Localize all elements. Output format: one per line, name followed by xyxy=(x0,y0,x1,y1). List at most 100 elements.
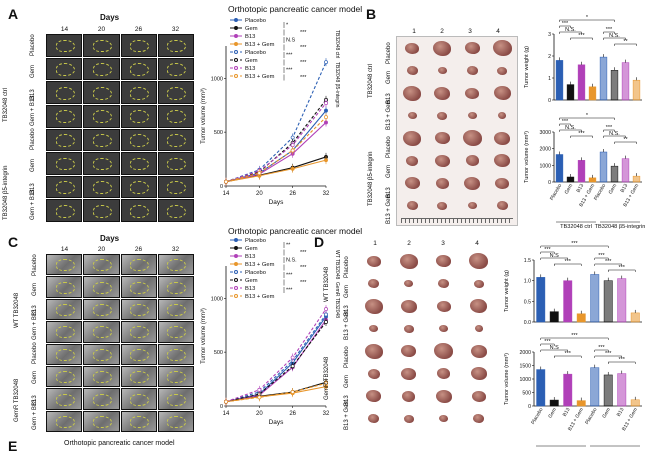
significance-label: *** xyxy=(605,351,612,357)
ultrasound-image xyxy=(83,321,120,343)
data-point xyxy=(290,148,295,153)
x-tick-label: 14 xyxy=(223,411,230,417)
x-tick-label: Placebo xyxy=(549,183,563,202)
tumor-specimen xyxy=(367,256,381,267)
legend-label: B13 + Gem xyxy=(245,42,275,48)
bar xyxy=(603,374,613,407)
legend-label: B13 xyxy=(245,66,255,72)
ultrasound-image xyxy=(120,175,157,199)
ultrasound-image xyxy=(46,81,83,104)
y-tick-label: 0 xyxy=(220,404,223,410)
data-point xyxy=(290,135,295,140)
day-col: 32 xyxy=(171,246,180,253)
data-point xyxy=(324,115,328,120)
legend-marker xyxy=(234,278,238,282)
significance-label: N.S xyxy=(550,345,560,351)
tumor-specimen xyxy=(400,254,418,269)
ultrasound-image xyxy=(83,343,120,365)
legend-label: Gem xyxy=(245,246,258,252)
bar xyxy=(563,373,573,407)
significance-label: *** xyxy=(544,339,551,345)
y-tick-label: 0.0 xyxy=(524,320,531,326)
tumor-specimen xyxy=(365,344,383,359)
ruler xyxy=(401,218,513,223)
y-tick-label: 1 xyxy=(548,76,551,82)
tumor-specimen xyxy=(469,253,488,269)
panel-c-days-header: Days xyxy=(100,234,120,243)
sig-bracket xyxy=(594,257,609,260)
bar xyxy=(617,278,627,323)
data-point xyxy=(257,395,262,400)
panel-a-day-columns: 14 20 26 32 xyxy=(46,26,194,33)
day-col: 14 xyxy=(60,246,69,253)
sig-bracket xyxy=(603,31,615,34)
sig-bracket xyxy=(603,129,615,132)
significance-label: * xyxy=(586,15,589,21)
ultrasound-image xyxy=(157,410,194,432)
series-line xyxy=(225,102,327,183)
significance-label: *** xyxy=(286,68,293,74)
significance-label: ** xyxy=(623,137,628,143)
ultrasound-image xyxy=(120,298,157,321)
ultrasound-image xyxy=(120,365,157,388)
legend-marker xyxy=(234,66,238,70)
bar xyxy=(549,399,559,407)
tumor-specimen xyxy=(404,280,413,287)
significance-label: *** xyxy=(286,53,293,59)
data-point xyxy=(224,399,228,404)
treatment-label: Gem xyxy=(344,374,350,388)
ultrasound-image xyxy=(157,34,194,57)
x-tick-label: 26 xyxy=(289,411,296,417)
bar xyxy=(632,175,641,183)
day-col: 20 xyxy=(97,246,106,253)
y-tick-label: 3 xyxy=(548,32,551,38)
bar xyxy=(610,70,619,101)
y-axis-label: Tumor volume (mm³) xyxy=(201,308,207,364)
tumor-specimen xyxy=(434,87,450,100)
significance-label: N.S xyxy=(286,38,296,44)
sig-bracket xyxy=(594,355,622,358)
tumor-specimen xyxy=(468,112,477,119)
legend-group-label: WT TB32048 xyxy=(334,250,340,279)
sig-bracket xyxy=(608,269,636,272)
panel-d-row-labels: WT TB32048 GemR TB32048 Placebo Gem B13 … xyxy=(322,250,356,430)
legend-marker xyxy=(234,286,238,290)
ultrasound-image xyxy=(46,298,83,321)
tumor-specimen xyxy=(401,368,416,380)
tumor-specimen xyxy=(407,201,418,210)
significance-label: *** xyxy=(598,253,605,259)
legend-label: Placebo xyxy=(245,270,266,276)
ultrasound-image xyxy=(157,57,194,81)
ultrasound-image xyxy=(83,388,120,410)
significance-label: ** xyxy=(286,243,291,249)
data-point xyxy=(324,101,328,106)
panel-d-label: D xyxy=(314,234,325,250)
data-point xyxy=(290,364,295,369)
ultrasound-image xyxy=(157,81,194,104)
ultrasound-image xyxy=(157,298,194,321)
tumor-specimen xyxy=(406,156,418,166)
ultrasound-image xyxy=(46,388,83,410)
legend-label: Gem xyxy=(245,278,258,284)
y-tick-label: 500 xyxy=(214,350,223,356)
significance-label: ** xyxy=(623,39,628,45)
legend-marker xyxy=(234,34,238,38)
significance-label: *** xyxy=(565,259,572,265)
treatment-label: B13 + Gem xyxy=(344,399,350,430)
tumor-specimen xyxy=(437,301,451,312)
day-col: 32 xyxy=(171,26,180,33)
legend-group-label: GemR TB32048 xyxy=(334,282,340,318)
tumor-specimen xyxy=(497,67,507,75)
tumor-specimen xyxy=(468,202,477,209)
legend-marker xyxy=(234,294,238,298)
series-line xyxy=(225,321,327,403)
tumor-specimen xyxy=(465,42,480,54)
panel-c-title: Orthotopic pancreatic cancer model xyxy=(228,226,363,236)
tumor-specimen xyxy=(435,132,450,144)
bar xyxy=(566,176,575,183)
ultrasound-image xyxy=(83,254,120,276)
sig-bracket xyxy=(570,37,593,40)
y-tick-label: 1000 xyxy=(211,76,223,82)
